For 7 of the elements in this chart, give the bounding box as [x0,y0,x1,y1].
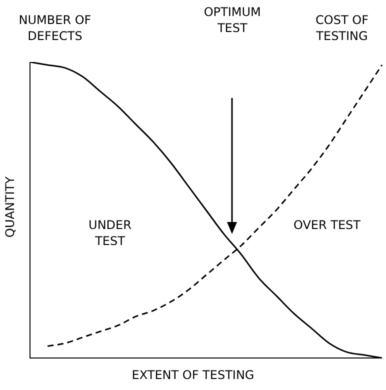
series-label: NUMBER OF DEFECTS [18,12,92,44]
annotation: OVER TEST [292,217,362,233]
text: OPTIMUM TEST [202,4,262,36]
x-axis-title: EXTENT OF TESTING [130,368,256,382]
annotation: UNDER TEST [88,217,132,249]
y-axis-title: QUANTITY [3,176,17,240]
text: COST OF TESTING [314,12,370,44]
